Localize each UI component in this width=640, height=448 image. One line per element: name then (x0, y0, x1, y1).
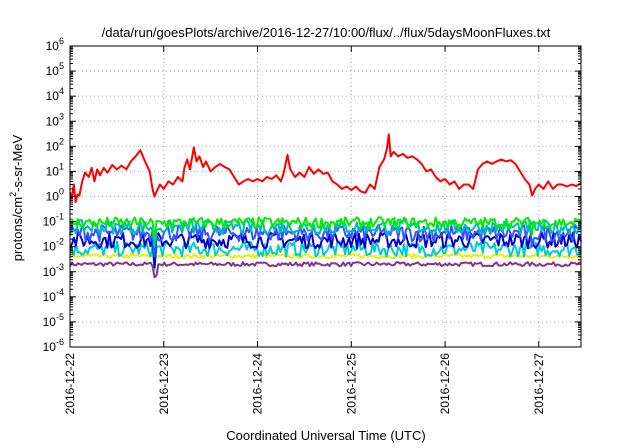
x-tick-label: 2016-12-25 (344, 353, 358, 415)
chart-title: /data/run/goesPlots/archive/2016-12-27/1… (102, 25, 551, 40)
y-tick-label: 101 (46, 161, 64, 178)
series-line-7 (69, 253, 582, 260)
y-tick-label: 10-3 (43, 262, 64, 279)
grid (70, 46, 581, 347)
y-tick-label: 104 (46, 86, 64, 103)
x-tick-label: 2016-12-22 (63, 353, 77, 415)
x-tick-label: 2016-12-27 (532, 353, 546, 415)
series-group (69, 133, 582, 279)
y-tick-label: 10-5 (43, 312, 64, 329)
y-tick-label: 105 (46, 61, 64, 78)
y-axis-label-rest: -s-sr-MeV (10, 134, 25, 191)
y-axis-label-base: protons/cm (10, 197, 25, 261)
y-tick-label: 103 (46, 111, 64, 128)
y-axis-label-sup: 2 (8, 192, 18, 197)
series-line-8 (69, 261, 582, 279)
y-tick-label: 10-1 (43, 212, 64, 229)
y-axis-label: protons/cm2-s-sr-MeV (8, 134, 25, 261)
series-line-1 (69, 133, 582, 204)
y-tick-label: 100 (46, 187, 64, 204)
x-tick-label: 2016-12-26 (438, 353, 452, 415)
y-tick-label: 10-6 (43, 337, 64, 354)
y-tick-label: 102 (46, 136, 64, 153)
axes: 10-6 10-5 10-4 10-3 10-2 10-1 100 101 102 103 104 1… (43, 36, 581, 414)
y-tick-label: 10-4 (43, 287, 64, 304)
y-tick-label: 10-2 (43, 237, 64, 254)
x-tick-label: 2016-12-24 (251, 353, 265, 415)
x-axis-label: Coordinated Universal Time (UTC) (226, 428, 425, 443)
series-line-3 (69, 219, 582, 248)
series-line-2 (70, 216, 582, 241)
x-tick-label: 2016-12-23 (157, 353, 171, 415)
y-tick-label: 106 (46, 36, 64, 53)
